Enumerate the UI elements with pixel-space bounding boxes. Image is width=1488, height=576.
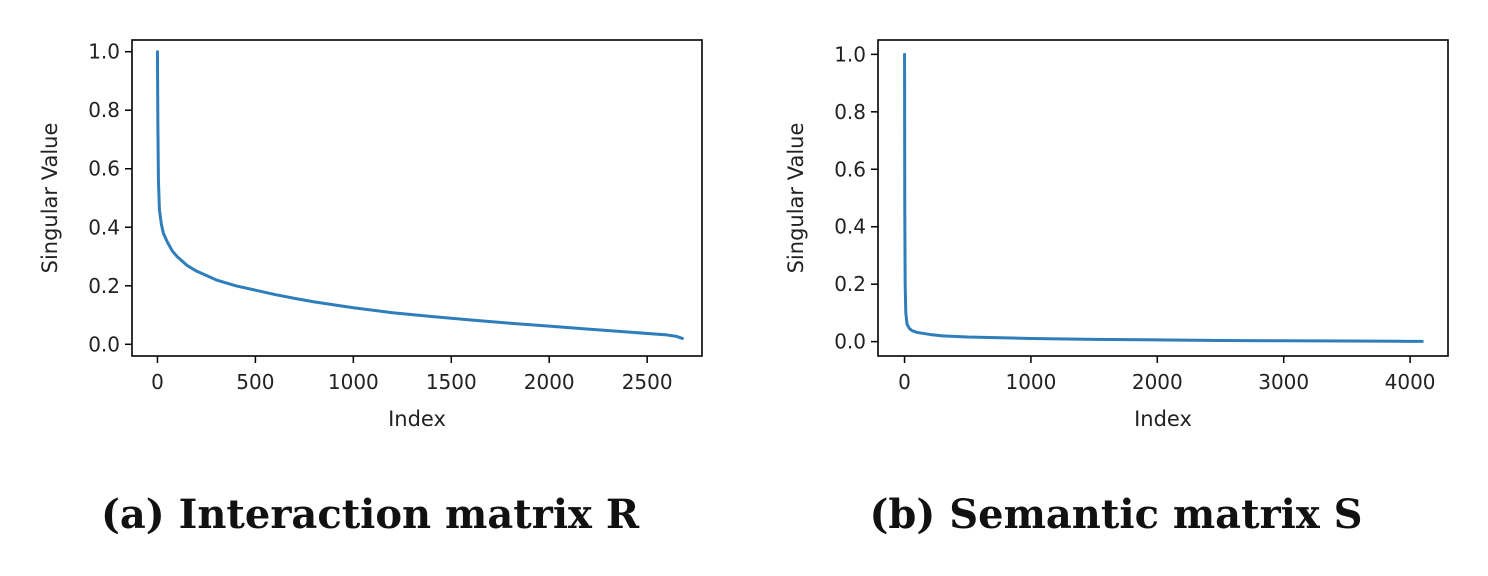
chart-a-ytick-label: 0.4 bbox=[88, 215, 120, 239]
chart-b-xlabel: Index bbox=[1134, 407, 1192, 431]
chart-a-xtick-label: 1000 bbox=[328, 370, 379, 394]
chart-a-x-ticks: 0 500 1000 1500 2000 2500 bbox=[151, 356, 673, 394]
chart-b-ytick-label: 0.0 bbox=[834, 330, 866, 354]
chart-a-ytick-label: 0.6 bbox=[88, 157, 120, 181]
chart-b-ytick-label: 0.2 bbox=[834, 272, 866, 296]
chart-a-series-line bbox=[155, 50, 684, 340]
chart-a-xtick-label: 2000 bbox=[524, 370, 575, 394]
chart-b-caption: (b) Semantic matrix S bbox=[869, 491, 1362, 538]
chart-b-xtick-label: 4000 bbox=[1385, 370, 1436, 394]
chart-a-xlabel: Index bbox=[388, 407, 446, 431]
chart-b-ytick-label: 0.8 bbox=[834, 100, 866, 124]
chart-a-y-ticks: 0.0 0.2 0.4 0.6 0.8 1.0 bbox=[88, 40, 132, 356]
chart-a-xtick-label: 0 bbox=[151, 370, 164, 394]
chart-b-ylabel: Singular Value bbox=[784, 123, 808, 274]
chart-a-ylabel: Singular Value bbox=[38, 123, 62, 274]
chart-a-ytick-label: 1.0 bbox=[88, 40, 120, 64]
chart-b: 0.0 0.2 0.4 0.6 0.8 1.0 0 1000 2000 3000 4000 Ind… bbox=[784, 39, 1449, 538]
chart-a-axes-frame bbox=[131, 39, 703, 357]
chart-b-ytick-label: 0.6 bbox=[834, 157, 866, 181]
chart-a-ytick-label: 0.0 bbox=[88, 332, 120, 356]
chart-a-xtick-label: 500 bbox=[236, 370, 274, 394]
chart-a-xtick-label: 2500 bbox=[622, 370, 673, 394]
chart-b-xtick-label: 2000 bbox=[1132, 370, 1183, 394]
chart-b-x-ticks: 0 1000 2000 3000 4000 bbox=[898, 356, 1436, 394]
chart-b-xtick-label: 1000 bbox=[1005, 370, 1056, 394]
chart-b-ytick-label: 0.4 bbox=[834, 215, 866, 239]
chart-b-y-ticks: 0.0 0.2 0.4 0.6 0.8 1.0 bbox=[834, 42, 878, 354]
chart-b-xtick-label: 3000 bbox=[1258, 370, 1309, 394]
chart-a-caption: (a) Interaction matrix R bbox=[101, 491, 640, 538]
chart-b-series-line bbox=[903, 52, 1424, 343]
chart-a: 0.00.20.40.60.81.0 0 500 1000 1500 2000 2500 … bbox=[38, 39, 703, 538]
chart-b-xtick-label: 0 bbox=[898, 370, 911, 394]
chart-a-xtick-label: 1500 bbox=[426, 370, 477, 394]
chart-b-ytick-label: 1.0 bbox=[834, 42, 866, 66]
chart-b-axes-frame bbox=[877, 39, 1449, 357]
chart-a-ytick-label: 0.2 bbox=[88, 274, 120, 298]
chart-a-ytick-label: 0.8 bbox=[88, 98, 120, 122]
